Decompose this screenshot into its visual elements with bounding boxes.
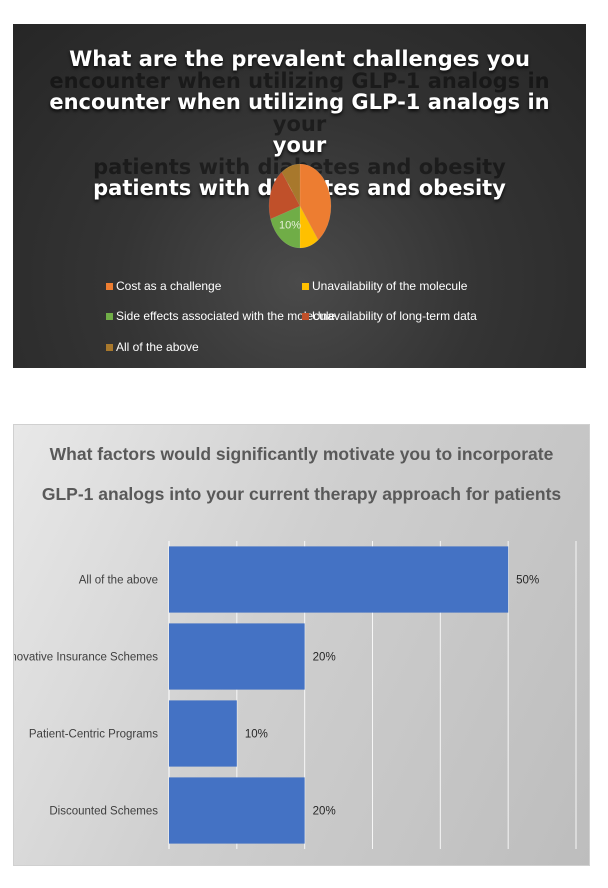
legend-label: Side effects associated with the molecul… xyxy=(116,309,336,323)
pie-chart-title: What are the prevalent challenges you en… xyxy=(33,38,566,210)
legend-item-long-term-data: Unavailability of long-term data xyxy=(302,309,477,323)
pie-data-label: 10% xyxy=(279,220,301,232)
pie-slice-cost-as-a-challenge xyxy=(299,163,332,241)
category-label: All of the above xyxy=(79,575,158,587)
pie-chart-svg: 10% xyxy=(268,163,332,249)
legend-label: Unavailability of long-term data xyxy=(312,309,477,323)
pie-chart-panel: encounter when utilizing GLP-1 analogs i… xyxy=(13,24,586,368)
legend-swatch xyxy=(106,282,113,290)
value-label: 50% xyxy=(516,575,539,587)
value-label: 20% xyxy=(313,806,336,818)
legend-item-all-of-the-above: All of the above xyxy=(106,340,199,354)
bar-chart-panel: What factors would significantly motivat… xyxy=(13,424,590,866)
bar-discounted-schemes xyxy=(169,777,305,844)
legend-label: Unavailability of the molecule xyxy=(312,279,468,293)
value-label: 20% xyxy=(313,652,336,664)
pie-title-line-2: encounter when utilizing GLP-1 analogs i… xyxy=(49,90,550,157)
legend-swatch xyxy=(302,312,309,320)
legend-label: Cost as a challenge xyxy=(116,279,222,293)
category-label: Innovative Insurance Schemes xyxy=(14,652,158,664)
pie-slice-all-of-the-above xyxy=(281,163,301,207)
pie-slice-side-effects-associated-with-the-molecule xyxy=(270,205,301,249)
bar-innovative-insurance-schemes xyxy=(169,623,305,690)
legend-swatch xyxy=(302,282,309,290)
pie-title-line-1: What are the prevalent challenges you xyxy=(69,47,530,71)
legend-item-side-effects: Side effects associated with the molecul… xyxy=(106,309,335,323)
legend-item-unavailability-molecule: Unavailability of the molecule xyxy=(302,279,467,293)
bar-chart-svg: All of the above 50% Innovative Insurance … xyxy=(14,541,577,849)
legend-item-cost: Cost as a challenge xyxy=(106,279,221,293)
category-label: Discounted Schemes xyxy=(49,806,158,818)
value-label: 10% xyxy=(245,729,268,741)
pie-slice-unavailability-of-long-term-data xyxy=(268,171,301,220)
bar-title-line-2: GLP-1 analogs into your current therapy … xyxy=(41,484,562,504)
pie-title-reflection: encounter when utilizing GLP-1 analogs i… xyxy=(49,69,550,179)
legend-swatch xyxy=(106,312,113,320)
legend-swatch xyxy=(106,343,113,351)
bar-all-of-the-above xyxy=(169,546,509,613)
category-label: Patient-Centric Programs xyxy=(29,729,158,741)
pie-slice-unavailability-of-the-molecule xyxy=(299,205,319,249)
bar-patient-centric-programs xyxy=(169,700,237,767)
legend-label: All of the above xyxy=(116,340,199,354)
bar-title-line-1: What factors would significantly motivat… xyxy=(49,444,554,464)
